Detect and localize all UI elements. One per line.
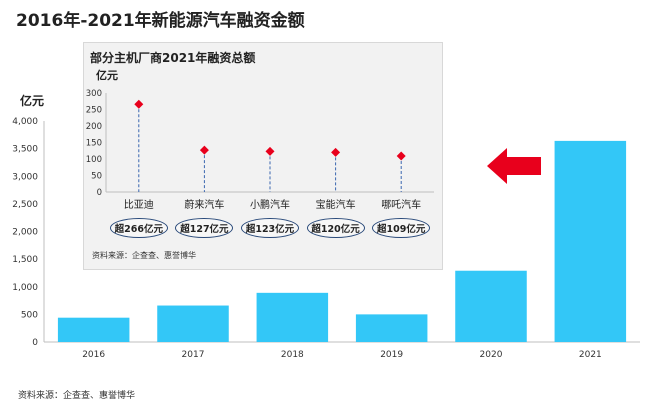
x-tick-label: 2018 [281, 350, 304, 360]
inset-y-tick-label: 150 [86, 139, 102, 149]
source-note: 资料来源：企查查、惠誉博华 [18, 391, 136, 401]
bar-2016 [57, 317, 130, 342]
inset-y-tick-label: 0 [97, 188, 102, 198]
inset-x-tick-label: 哪吒汽车 [381, 198, 421, 211]
inset-point-哪吒汽车 [396, 151, 406, 161]
y-tick-label: 1,000 [12, 283, 38, 293]
inset-x-tick-label: 小鹏汽车 [250, 198, 290, 211]
inset-value-label: 超109亿元 [372, 218, 431, 238]
inset-y-tick-label: 200 [86, 122, 102, 132]
y-tick-label: 1,500 [12, 255, 38, 265]
bar-2019 [355, 314, 428, 342]
left-arrow-icon [487, 148, 541, 184]
x-tick-label: 2019 [380, 350, 403, 360]
y-tick-label: 500 [21, 310, 38, 320]
inset-point-小鹏汽车 [265, 146, 275, 156]
y-tick-label: 2,000 [12, 228, 38, 238]
inset-y-tick-label: 50 [91, 172, 102, 182]
inset-point-宝能汽车 [331, 147, 341, 157]
y-tick-label: 3,000 [12, 172, 38, 182]
x-tick-label: 2021 [579, 350, 602, 360]
inset-y-tick-label: 300 [86, 89, 102, 99]
bar-2021 [554, 140, 627, 342]
x-tick-label: 2016 [82, 350, 105, 360]
x-tick-label: 2020 [480, 350, 503, 360]
bar-2018 [256, 292, 329, 342]
y-tick-label: 4,000 [12, 117, 38, 127]
bar-2017 [157, 305, 229, 342]
inset-scatter-chart: 0 50 100 150 200 250 300 比亚迪 蔚来汽车 小鹏汽车 宝能汽车 哪吒汽车 [86, 89, 434, 211]
inset-y-tick-label: 100 [86, 155, 102, 165]
inset-unit: 亿元 [96, 69, 118, 82]
page-title: 2016年-2021年新能源汽车融资金额 [16, 11, 305, 31]
inset-panel: 部分主机厂商2021年融资总额 亿元 0 50 100 150 200 250 300 比亚迪… [83, 42, 443, 270]
inset-value-label: 超120亿元 [306, 218, 365, 238]
inset-value-label: 超123亿元 [241, 218, 299, 238]
inset-x-tick-label: 比亚迪 [124, 199, 154, 211]
inset-title: 部分主机厂商2021年融资总额 [90, 51, 256, 65]
inset-x-tick-label: 宝能汽车 [316, 198, 356, 211]
inset-x-tick-label: 蔚来汽车 [184, 198, 224, 211]
y-tick-label: 2,500 [12, 200, 38, 210]
bar-2020 [455, 270, 527, 342]
inset-point-比亚迪 [134, 99, 144, 109]
inset-value-label: 超127亿元 [175, 218, 234, 238]
inset-point-蔚来汽车 [199, 145, 209, 155]
x-tick-label: 2017 [182, 350, 205, 360]
inset-source-note: 资料来源：企查查、惠誉博华 [92, 251, 196, 260]
inset-value-label: 超266亿元 [109, 218, 168, 238]
y-tick-label: 3,500 [12, 145, 38, 155]
y-tick-label: 0 [32, 338, 38, 348]
y-axis-unit: 亿元 [20, 94, 45, 108]
inset-y-tick-label: 250 [86, 106, 102, 116]
